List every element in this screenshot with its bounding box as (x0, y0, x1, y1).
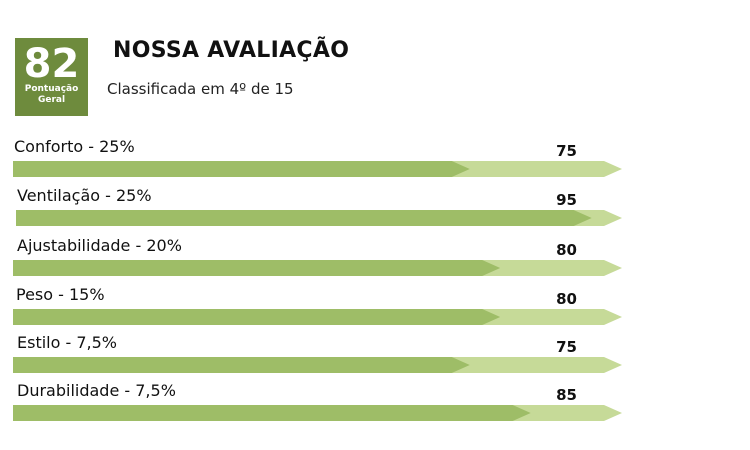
rating-category-label: Ventilação - 25% (17, 186, 152, 205)
rating-row: Ajustabilidade - 20% 80 (0, 236, 750, 286)
rating-bar (13, 260, 622, 276)
rating-bar-fill (13, 161, 470, 177)
rating-category-label: Ajustabilidade - 20% (17, 236, 182, 255)
overall-score-label: Pontuação Geral (24, 84, 79, 105)
rating-bar-fill (13, 260, 501, 276)
rating-category-label: Peso - 15% (16, 285, 105, 304)
rating-row: Peso - 15% 80 (0, 285, 750, 335)
rating-value-label: 75 (556, 338, 577, 356)
page-title: NOSSA AVALIAÇÃO (113, 38, 350, 63)
rating-value-label: 80 (556, 241, 577, 259)
rating-category-label: Durabilidade - 7,5% (17, 381, 176, 400)
rating-bar (13, 405, 622, 421)
rating-row: Ventilação - 25% 95 (0, 186, 750, 236)
rating-bar (13, 161, 622, 177)
rating-bar-fill (13, 309, 501, 325)
rating-row: Estilo - 7,5% 75 (0, 333, 750, 383)
rating-bar (16, 210, 622, 226)
rating-category-label: Conforto - 25% (14, 137, 135, 156)
rating-value-label: 80 (556, 290, 577, 308)
rating-value-label: 75 (556, 142, 577, 160)
rating-bar-fill (13, 357, 470, 373)
rating-bar (13, 309, 622, 325)
rating-category-label: Estilo - 7,5% (17, 333, 117, 352)
ranking-subtitle: Classificada em 4º de 15 (107, 80, 294, 98)
overall-score-value: 82 (23, 41, 80, 87)
rating-row: Conforto - 25% 75 (0, 137, 750, 187)
rating-row: Durabilidade - 7,5% 85 (0, 381, 750, 431)
rating-value-label: 85 (556, 386, 577, 404)
rating-value-label: 95 (556, 191, 577, 209)
overall-score-badge: 82 Pontuação Geral (15, 38, 88, 116)
rating-bar-fill (13, 405, 531, 421)
rating-bar-fill (16, 210, 592, 226)
rating-bar (13, 357, 622, 373)
